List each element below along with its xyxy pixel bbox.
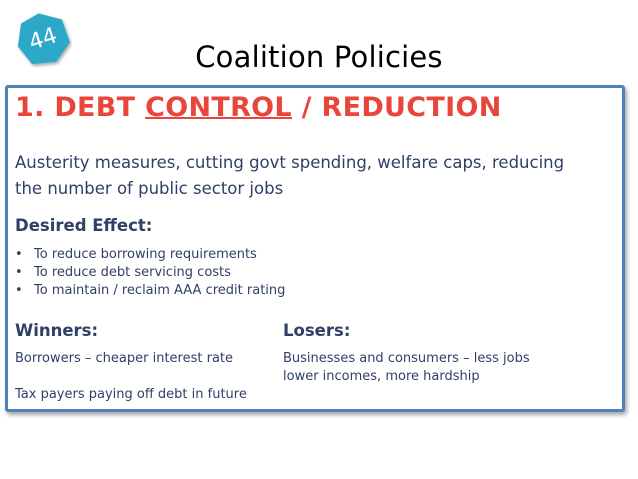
list-item: • To reduce borrowing requirements — [15, 247, 257, 262]
content-box: 1. DEBT CONTROL / REDUCTION Austerity me… — [5, 85, 625, 412]
losers-line-1: Businesses and consumers – less jobs — [283, 351, 530, 366]
page-title: Coalition Policies — [195, 40, 443, 74]
badge-shape — [17, 13, 70, 65]
winners-line-1: Borrowers – cheaper interest rate — [15, 351, 234, 366]
list-item: • To reduce debt servicing costs — [15, 265, 231, 280]
heading-underlined-word: CONTROL — [145, 92, 292, 123]
list-item: • To maintain / reclaim AAA credit rating — [15, 283, 286, 298]
winners-line-2: Tax payers paying off debt in future — [15, 387, 247, 402]
desired-effect-list: • To reduce borrowing requirements • To re… — [15, 246, 285, 300]
slide-number-badge: 44 — [14, 10, 72, 68]
desired-effect-label: Desired Effect: — [15, 216, 153, 235]
heading-suffix: / REDUCTION — [291, 92, 502, 123]
policy-description: Austerity measures, cutting govt spendin… — [15, 150, 610, 202]
bullet-icon: • — [15, 247, 23, 262]
bullet-icon: • — [15, 283, 23, 298]
description-line-2: the number of public sector jobs — [15, 179, 284, 198]
section-heading: 1. DEBT CONTROL / REDUCTION — [15, 92, 502, 123]
losers-line-2: lower incomes, more hardship — [283, 369, 480, 384]
losers-label: Losers: — [283, 321, 351, 340]
winners-label: Winners: — [15, 321, 99, 340]
description-line-1: Austerity measures, cutting govt spendin… — [15, 153, 565, 172]
bullet-icon: • — [15, 265, 23, 280]
heading-prefix: 1. DEBT — [15, 92, 146, 123]
